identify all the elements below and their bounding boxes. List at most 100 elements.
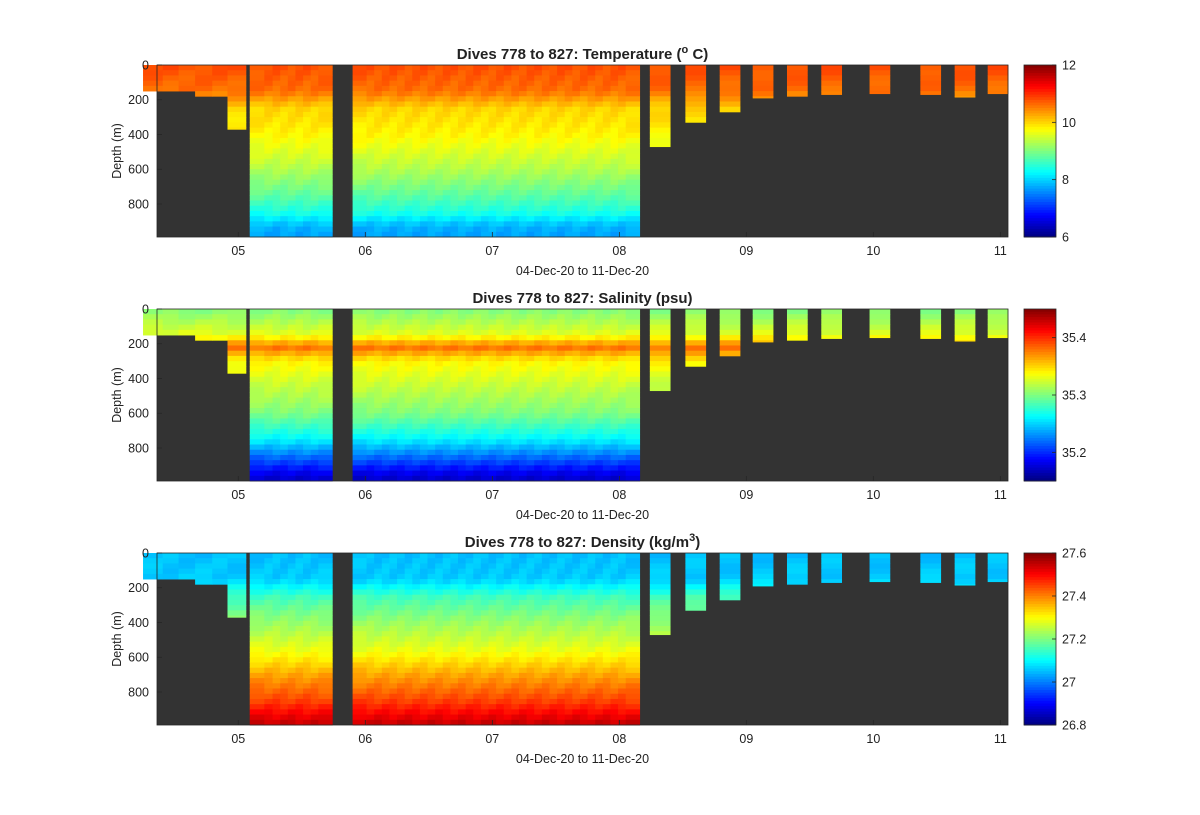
profile-cell xyxy=(488,143,497,149)
profile-cell xyxy=(310,106,319,113)
profile-cell xyxy=(442,75,451,82)
profile-cell xyxy=(381,376,390,383)
profile-cell xyxy=(178,568,196,575)
profile-cell xyxy=(389,584,398,590)
profile-cell xyxy=(618,85,627,92)
profile-cell xyxy=(488,584,497,590)
profile-cell xyxy=(625,200,641,207)
profile-cell xyxy=(518,205,528,212)
profile-cell xyxy=(579,589,588,596)
profile-column xyxy=(541,553,550,726)
profile-cell xyxy=(595,65,604,71)
profile-cell xyxy=(549,309,558,315)
profile-cell xyxy=(412,164,421,170)
profile-cell xyxy=(587,470,596,477)
profile-column xyxy=(212,309,228,341)
profile-cell xyxy=(178,573,196,580)
profile-cell xyxy=(572,111,581,118)
profile-cell xyxy=(195,568,213,575)
profile-cell xyxy=(579,568,588,575)
profile-cell xyxy=(352,345,367,352)
profile-cell xyxy=(595,636,604,642)
profile-cell xyxy=(442,579,451,585)
profile-cell xyxy=(465,465,474,471)
profile-cell xyxy=(318,127,333,134)
profile-cell xyxy=(610,314,619,320)
profile-cell xyxy=(526,704,535,710)
profile-cell xyxy=(264,195,273,201)
profile-cell xyxy=(303,174,312,181)
profile-cell xyxy=(352,449,367,456)
profile-cell xyxy=(287,449,296,456)
profile-cell xyxy=(549,444,558,451)
profile-cell xyxy=(587,127,596,134)
profile-cell xyxy=(280,646,289,653)
profile-cell xyxy=(374,361,383,367)
profile-cell xyxy=(389,579,398,585)
profile-cell xyxy=(295,646,304,653)
colorbar-segment xyxy=(1024,215,1056,219)
profile-cell xyxy=(435,205,444,212)
profile-cell xyxy=(541,615,550,622)
profile-cell xyxy=(143,70,164,76)
profile-cell xyxy=(587,662,596,669)
profile-cell xyxy=(473,667,482,674)
profile-cell xyxy=(295,678,304,684)
profile-cell xyxy=(435,190,444,196)
profile-column xyxy=(310,553,319,726)
profile-cell xyxy=(318,226,333,233)
profile-cell xyxy=(587,579,596,585)
profile-cell xyxy=(572,652,581,658)
profile-cell xyxy=(366,345,375,352)
profile-cell xyxy=(374,620,383,627)
profile-cell xyxy=(526,605,535,611)
profile-cell xyxy=(465,226,474,233)
profile-cell xyxy=(480,625,489,632)
profile-cell xyxy=(557,568,566,575)
colorbar-segment xyxy=(1024,83,1056,87)
profile-cell xyxy=(442,652,451,658)
profile-cell xyxy=(541,693,550,700)
profile-cell xyxy=(488,470,497,477)
profile-cell xyxy=(381,132,390,139)
profile-cell xyxy=(303,231,312,238)
profile-cell xyxy=(374,70,383,76)
profile-cell xyxy=(618,418,627,425)
profile-cell xyxy=(473,371,482,378)
profile-cell xyxy=(442,164,451,170)
profile-cell xyxy=(404,678,413,684)
profile-cell xyxy=(518,672,528,679)
profile-cell xyxy=(564,646,573,653)
profile-cell xyxy=(318,319,333,326)
profile-cell xyxy=(518,625,528,632)
profile-cell xyxy=(511,137,520,144)
profile-cell xyxy=(625,355,641,362)
profile-cell xyxy=(541,319,550,326)
profile-cell xyxy=(595,563,604,570)
profile-column xyxy=(442,309,451,482)
profile-cell xyxy=(272,96,281,102)
profile-cell xyxy=(419,190,428,196)
profile-cell xyxy=(374,454,383,461)
profile-column xyxy=(526,553,535,726)
colorbar-segment xyxy=(1024,314,1056,318)
profile-cell xyxy=(488,164,497,170)
profile-cell xyxy=(143,563,164,570)
profile-cell xyxy=(503,678,512,684)
profile-cell xyxy=(442,319,451,326)
profile-cell xyxy=(264,641,273,648)
profile-cell xyxy=(295,667,304,674)
profile-cell xyxy=(272,122,281,128)
profile-cell xyxy=(549,657,558,663)
colorbar-tick-label: 8 xyxy=(1062,173,1069,187)
profile-cell xyxy=(352,137,367,144)
profile-cell xyxy=(295,402,304,409)
profile-cell xyxy=(295,117,304,123)
profile-cell xyxy=(473,714,482,721)
profile-cell xyxy=(419,657,428,663)
profile-cell xyxy=(473,153,482,160)
profile-cell xyxy=(272,615,281,622)
profile-cell xyxy=(572,387,581,393)
profile-cell xyxy=(473,96,482,102)
profile-cell xyxy=(374,117,383,123)
